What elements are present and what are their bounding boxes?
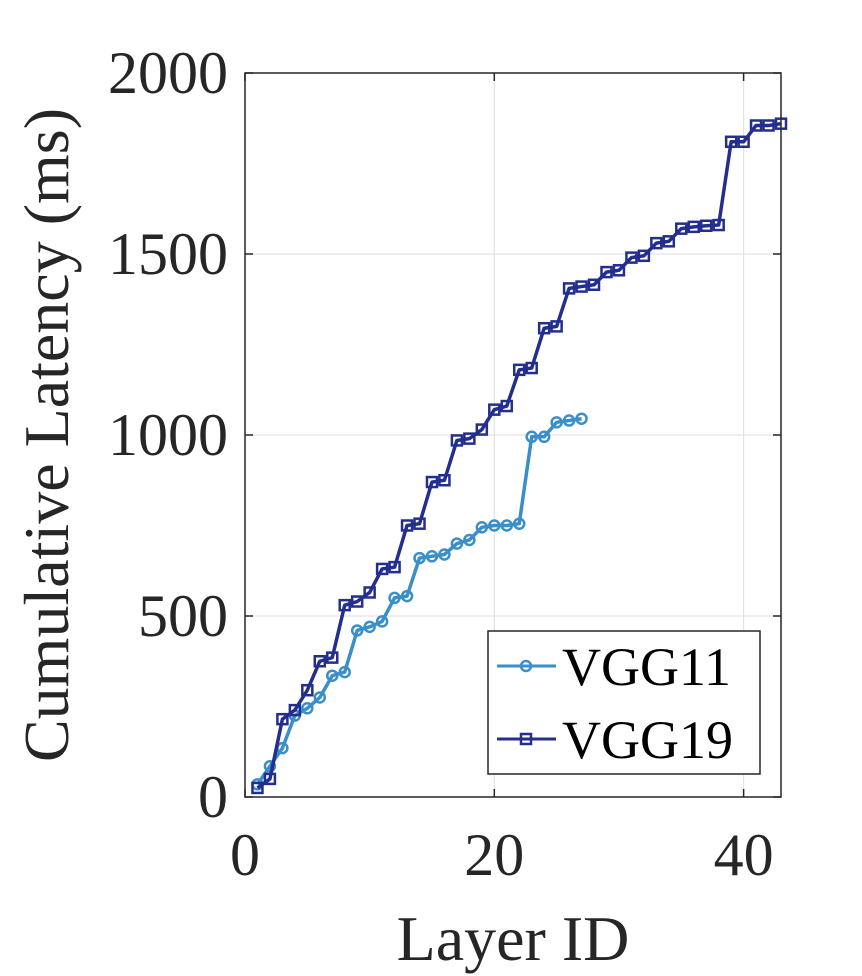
data-point-vgg19 bbox=[251, 781, 264, 795]
data-point-vgg11 bbox=[537, 430, 551, 444]
data-point-vgg19 bbox=[675, 222, 688, 235]
data-point-vgg19 bbox=[413, 517, 426, 530]
legend-marker-vgg19 bbox=[519, 732, 533, 746]
data-point-vgg19 bbox=[724, 135, 738, 149]
data-point-vgg11 bbox=[450, 537, 464, 550]
data-point-vgg19 bbox=[762, 119, 775, 132]
data-point-vgg19 bbox=[687, 220, 700, 234]
data-point-vgg11 bbox=[363, 620, 376, 634]
data-point-vgg11 bbox=[338, 665, 351, 679]
data-point-vgg19 bbox=[301, 683, 314, 697]
data-point-vgg19 bbox=[388, 560, 401, 574]
series-line-vgg19 bbox=[256, 121, 782, 790]
y-tick-label: 0 bbox=[198, 764, 228, 830]
data-point-vgg19 bbox=[562, 282, 576, 295]
x-tick-label: 40 bbox=[714, 822, 774, 888]
data-point-vgg19 bbox=[400, 519, 414, 532]
data-point-vgg11 bbox=[326, 669, 339, 682]
data-point-vgg19 bbox=[587, 278, 601, 292]
data-point-vgg11 bbox=[425, 550, 439, 563]
x-tick-label: 0 bbox=[230, 822, 260, 888]
data-point-vgg19 bbox=[612, 264, 626, 277]
y-tick-label: 2000 bbox=[108, 40, 228, 106]
data-point-vgg19 bbox=[475, 423, 489, 436]
data-point-vgg19 bbox=[326, 651, 339, 664]
data-point-vgg19 bbox=[375, 562, 389, 576]
series-layer bbox=[251, 117, 788, 795]
data-point-vgg11 bbox=[512, 517, 526, 530]
data-point-vgg19 bbox=[313, 655, 327, 668]
data-point-vgg19 bbox=[600, 265, 613, 279]
data-point-vgg11 bbox=[413, 551, 426, 565]
data-point-vgg11 bbox=[488, 519, 501, 532]
data-point-vgg19 bbox=[450, 434, 464, 447]
data-point-vgg19 bbox=[288, 703, 302, 717]
data-point-vgg19 bbox=[276, 712, 289, 726]
data-point-vgg19 bbox=[512, 363, 526, 377]
data-point-vgg19 bbox=[699, 219, 713, 233]
data-point-vgg19 bbox=[625, 251, 638, 264]
data-point-vgg11 bbox=[350, 624, 364, 637]
x-axis-label: Layer ID bbox=[397, 903, 630, 974]
data-point-vgg11 bbox=[525, 430, 538, 444]
data-point-vgg19 bbox=[263, 772, 277, 786]
legend: VGG11 VGG19 bbox=[487, 630, 761, 775]
data-point-vgg19 bbox=[525, 361, 538, 375]
data-point-vgg11 bbox=[313, 691, 327, 704]
data-point-vgg19 bbox=[749, 119, 763, 132]
data-point-vgg19 bbox=[500, 399, 514, 413]
y-axis-label: Cumulative Latency (ms) bbox=[11, 108, 82, 762]
data-point-vgg11 bbox=[301, 702, 314, 715]
data-point-vgg19 bbox=[425, 475, 439, 489]
legend-label-vgg11: VGG11 bbox=[562, 637, 731, 697]
data-point-vgg11 bbox=[463, 533, 476, 547]
data-point-vgg19 bbox=[575, 280, 588, 293]
data-point-vgg11 bbox=[400, 589, 414, 603]
y-tick-label: 1500 bbox=[108, 221, 228, 287]
data-point-vgg11 bbox=[500, 519, 514, 532]
data-point-vgg19 bbox=[550, 320, 563, 333]
data-point-vgg11 bbox=[438, 548, 451, 561]
data-point-vgg19 bbox=[350, 595, 364, 608]
data-point-vgg19 bbox=[363, 586, 376, 599]
data-point-vgg11 bbox=[562, 414, 576, 427]
data-point-vgg11 bbox=[388, 591, 401, 605]
data-point-vgg11 bbox=[575, 412, 588, 425]
x-tick-label: 20 bbox=[464, 822, 524, 888]
data-point-vgg19 bbox=[338, 598, 351, 612]
data-point-vgg19 bbox=[712, 218, 725, 232]
legend-box bbox=[487, 630, 761, 775]
data-point-vgg19 bbox=[737, 135, 750, 149]
axis-ticks: 0 20 40 0 500 1000 1500 2000 bbox=[108, 40, 781, 888]
data-point-vgg11 bbox=[475, 521, 489, 534]
data-point-vgg19 bbox=[662, 235, 676, 248]
data-point-vgg19 bbox=[463, 432, 476, 445]
y-tick-label: 500 bbox=[138, 583, 228, 649]
data-point-vgg19 bbox=[537, 321, 551, 335]
data-point-vgg19 bbox=[488, 403, 501, 416]
y-tick-label: 1000 bbox=[108, 402, 228, 468]
data-point-vgg19 bbox=[438, 474, 451, 487]
legend-marker-vgg11 bbox=[519, 659, 533, 673]
legend-label-vgg19: VGG19 bbox=[562, 710, 733, 770]
data-point-vgg19 bbox=[650, 236, 663, 250]
data-point-vgg19 bbox=[637, 249, 651, 263]
data-point-vgg11 bbox=[375, 615, 389, 628]
data-point-vgg11 bbox=[550, 416, 563, 429]
